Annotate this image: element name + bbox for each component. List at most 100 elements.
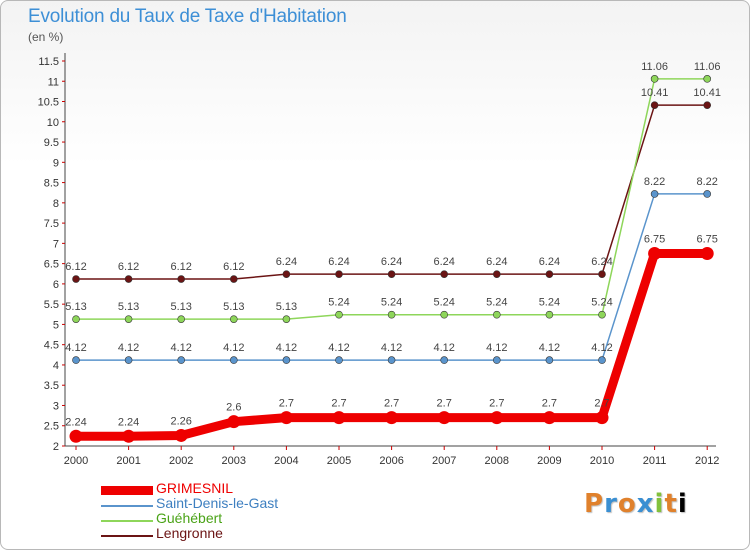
data-label-grimesnil: 2.7	[331, 398, 346, 410]
data-point-gu-h-bert	[230, 315, 238, 323]
data-point-saint-denis-le-gast	[598, 356, 606, 364]
data-point-lengronne	[335, 270, 343, 278]
data-point-gu-h-bert	[650, 75, 659, 83]
x-tick-label: 2008	[485, 455, 509, 467]
legend-swatch	[101, 486, 153, 495]
data-label-saint-denis-le-gast: 4.12	[328, 342, 349, 354]
data-point-gu-h-bert	[282, 315, 291, 323]
data-label-grimesnil: 2.24	[118, 416, 139, 428]
data-label-gu-h-bert: 11.06	[694, 61, 721, 73]
y-tick-label: 2	[53, 441, 59, 453]
data-point-grimesnil	[700, 247, 714, 260]
data-label-grimesnil: 2.7	[489, 398, 504, 410]
data-label-gu-h-bert: 5.24	[328, 297, 349, 309]
data-point-saint-denis-le-gast	[230, 356, 238, 364]
series-line-gu-h-bert	[75, 78, 708, 320]
data-label-grimesnil: 2.7	[594, 398, 609, 410]
data-point-lengronne	[177, 275, 185, 283]
data-label-lengronne: 6.12	[65, 261, 86, 273]
legend-label: Lengronne	[156, 525, 223, 541]
data-label-saint-denis-le-gast: 4.12	[486, 342, 507, 354]
series-points	[69, 75, 714, 443]
y-tick-label: 7	[53, 238, 59, 250]
data-label-saint-denis-le-gast: 4.12	[433, 342, 454, 354]
data-label-grimesnil: 6.75	[696, 234, 717, 246]
data-label-saint-denis-le-gast: 4.12	[223, 342, 244, 354]
chart-subtitle: (en %)	[28, 30, 64, 44]
chart-title: Evolution du Taux de Taxe d'Habitation	[28, 6, 347, 27]
data-label-gu-h-bert: 5.13	[118, 301, 139, 313]
data-point-saint-denis-le-gast	[177, 356, 185, 364]
x-tick-label: 2007	[432, 455, 456, 467]
y-tick-label: 6	[53, 279, 59, 291]
x-tick-label: 2012	[695, 455, 719, 467]
data-label-grimesnil: 2.7	[279, 398, 294, 410]
x-tick-label: 2001	[116, 455, 140, 467]
data-label-lengronne: 6.24	[433, 256, 454, 268]
chart-axes: 2 2.5 3 3.5 4 4.5 5 5.5 6 6.5 7 7.5 8 8.5 9 9.5 10 10.5 11…	[38, 53, 719, 467]
data-point-grimesnil	[332, 411, 346, 425]
data-label-saint-denis-le-gast: 4.12	[118, 342, 139, 354]
data-point-lengronne	[387, 270, 396, 278]
data-point-gu-h-bert	[335, 310, 343, 319]
data-label-saint-denis-le-gast: 4.12	[381, 342, 402, 354]
data-label-saint-denis-le-gast: 4.12	[65, 342, 86, 354]
data-point-grimesnil	[595, 411, 609, 425]
y-tick-label: 8	[53, 198, 59, 210]
data-label-lengronne: 6.24	[539, 256, 560, 268]
data-label-lengronne: 6.24	[276, 256, 297, 268]
data-point-grimesnil	[69, 429, 83, 443]
data-point-grimesnil	[174, 428, 188, 442]
y-tick-label: 10.5	[38, 97, 59, 109]
x-tick-label: 2011	[643, 455, 667, 467]
data-point-gu-h-bert	[598, 310, 606, 319]
data-label-lengronne: 6.12	[170, 261, 191, 273]
data-label-grimesnil: 2.24	[65, 416, 86, 428]
data-label-lengronne: 10.41	[693, 87, 721, 99]
data-label-gu-h-bert: 5.24	[539, 297, 560, 309]
data-point-saint-denis-le-gast	[650, 190, 659, 198]
y-tick-label: 3	[53, 400, 59, 412]
data-point-gu-h-bert	[545, 310, 554, 319]
data-point-lengronne	[230, 275, 238, 283]
data-label-grimesnil: 2.6	[226, 402, 241, 414]
data-label-grimesnil: 2.7	[384, 398, 399, 410]
legend-label: Saint-Denis-le-Gast	[156, 495, 279, 511]
y-tick-label: 5	[53, 319, 59, 331]
y-tick-label: 7.5	[44, 218, 59, 230]
data-label-saint-denis-le-gast: 4.12	[591, 342, 612, 354]
data-labels: 6.12 6.12 6.12 6.12 6.24 6.24 6.24 6.24 6.24 6.24…	[65, 61, 721, 428]
legend-swatch	[101, 520, 153, 522]
y-tick-label: 3.5	[44, 380, 59, 392]
x-tick-label: 2009	[537, 455, 561, 467]
legend-swatch	[101, 535, 153, 537]
data-point-saint-denis-le-gast	[335, 356, 343, 364]
data-point-lengronne	[703, 101, 712, 109]
data-point-lengronne	[492, 270, 501, 278]
data-label-saint-denis-le-gast: 4.12	[276, 342, 297, 354]
data-label-lengronne: 6.12	[223, 261, 244, 273]
data-point-lengronne	[545, 270, 554, 278]
data-point-gu-h-bert	[703, 75, 712, 83]
data-label-lengronne: 6.24	[591, 256, 612, 268]
y-tick-label: 9.5	[44, 137, 59, 149]
data-label-grimesnil: 2.7	[437, 398, 452, 410]
data-point-grimesnil	[227, 415, 241, 429]
data-point-gu-h-bert	[177, 315, 185, 323]
data-point-lengronne	[598, 270, 606, 278]
data-label-gu-h-bert: 5.24	[433, 297, 454, 309]
data-point-grimesnil	[279, 411, 293, 425]
data-point-saint-denis-le-gast	[492, 356, 501, 364]
data-label-grimesnil: 2.26	[170, 415, 191, 427]
data-point-lengronne	[124, 275, 133, 283]
legend-label: GRIMESNIL	[156, 480, 234, 496]
data-point-gu-h-bert	[492, 310, 501, 319]
data-point-saint-denis-le-gast	[124, 356, 133, 364]
data-label-lengronne: 6.24	[328, 256, 349, 268]
data-label-lengronne: 10.41	[641, 87, 669, 99]
data-label-gu-h-bert: 11.06	[641, 61, 668, 73]
x-tick-label: 2003	[222, 455, 246, 467]
data-point-grimesnil	[385, 411, 399, 425]
